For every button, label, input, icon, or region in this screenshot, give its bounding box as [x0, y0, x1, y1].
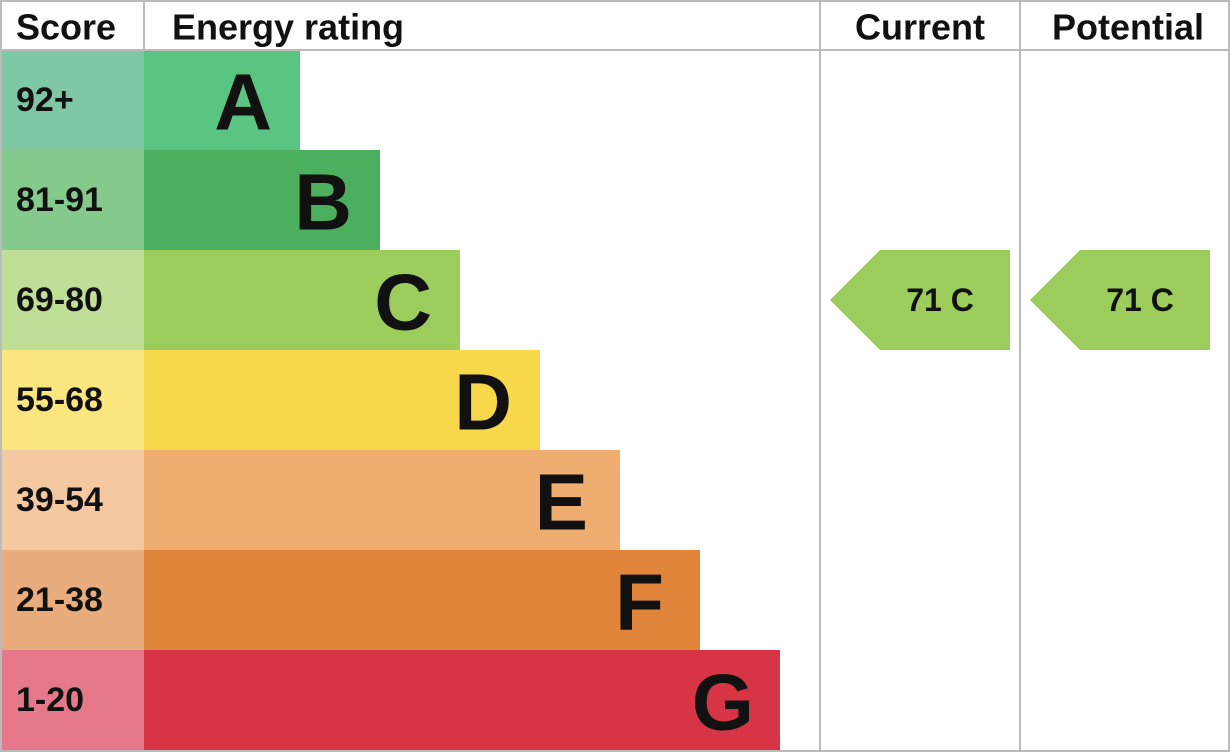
band-letter: F	[615, 558, 664, 647]
score-cell	[0, 650, 144, 750]
score-range: 1-20	[16, 681, 84, 719]
header-current: Current	[855, 7, 985, 48]
band-letter: E	[535, 458, 588, 547]
band-bar	[144, 650, 780, 750]
band-bar	[144, 550, 700, 650]
score-range: 55-68	[16, 381, 103, 419]
current-rating: 71 C	[906, 282, 974, 318]
score-range: 92+	[16, 81, 74, 119]
band-letter: D	[454, 358, 512, 447]
band-bar	[144, 350, 540, 450]
score-range: 39-54	[16, 481, 103, 519]
rows	[0, 50, 780, 750]
band-bar	[144, 50, 300, 150]
score-cell	[0, 50, 144, 150]
band-bar	[144, 250, 460, 350]
potential-arrow	[1030, 250, 1210, 350]
score-cell	[0, 150, 144, 250]
score-range: 21-38	[16, 581, 103, 619]
score-cell	[0, 350, 144, 450]
header-score: Score	[16, 7, 116, 48]
band-letter: B	[294, 158, 352, 247]
band-letter: A	[214, 58, 272, 147]
score-range: 69-80	[16, 281, 103, 319]
score-range: 81-91	[16, 181, 103, 219]
header-potential: Potential	[1052, 7, 1204, 48]
band-letter: G	[692, 658, 754, 747]
header-rating: Energy rating	[172, 7, 404, 48]
band-bar	[144, 150, 380, 250]
potential-rating: 71 C	[1106, 282, 1174, 318]
band-letter: C	[374, 258, 432, 347]
score-cell	[0, 550, 144, 650]
score-cell	[0, 450, 144, 550]
current-arrow	[830, 250, 1010, 350]
band-bar	[144, 450, 620, 550]
score-cell	[0, 250, 144, 350]
